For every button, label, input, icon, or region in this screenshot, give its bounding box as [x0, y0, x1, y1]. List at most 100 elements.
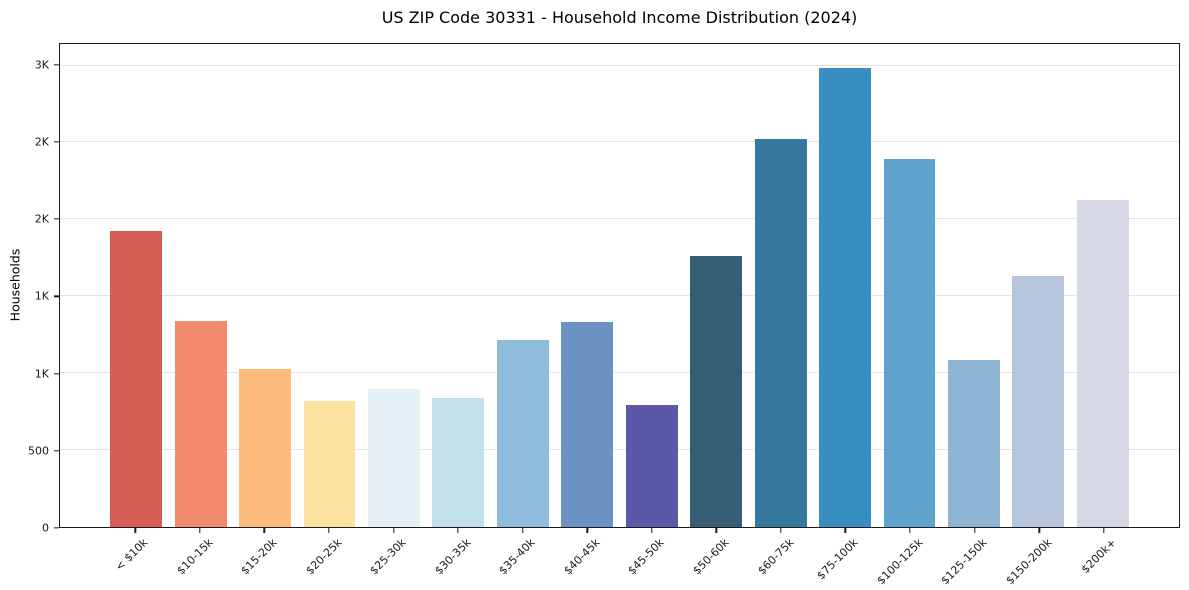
- bar-$150-200k: [1012, 276, 1065, 527]
- y-tick-label: 500: [28, 444, 49, 458]
- bar-slot: [104, 44, 168, 527]
- x-tick-label: $35-40k: [496, 536, 538, 578]
- x-tick-mark: [973, 528, 976, 533]
- bar-slot: [813, 44, 877, 527]
- bar-$60-75k: [754, 138, 807, 527]
- bar-slot: [168, 44, 232, 527]
- bar-slot: [1006, 44, 1070, 527]
- gridlines: [60, 44, 1179, 527]
- x-tick: $10-15k: [168, 528, 233, 590]
- y-tick-mark: [54, 450, 59, 452]
- y-tick-label: 3K: [34, 58, 49, 72]
- x-tick-mark: [715, 528, 718, 533]
- bar-slot: [877, 44, 941, 527]
- x-tick: $200k+: [1071, 528, 1136, 590]
- bar-slot: [555, 44, 619, 527]
- y-tick-mark: [54, 63, 59, 66]
- plot-area: [59, 43, 1180, 528]
- bar-$200k+: [1076, 200, 1129, 527]
- x-axis-ticks: < $10k $10-15k $15-20k $20-25k $25-30k $30-35…: [59, 528, 1180, 590]
- x-tick: $15-20k: [232, 528, 297, 590]
- y-tick-mark: [54, 295, 59, 297]
- x-tick-label: $200k+: [1078, 536, 1119, 577]
- x-tick: $30-35k: [426, 528, 491, 590]
- x-tick: < $10k: [103, 528, 168, 590]
- x-tick-mark: [909, 528, 911, 533]
- bar-$125-150k: [947, 360, 1000, 527]
- x-tick-label: $20-25k: [302, 536, 345, 578]
- gridline: [60, 449, 1179, 451]
- x-tick: $150-200k: [1003, 528, 1072, 590]
- x-tick: $35-40k: [490, 528, 555, 590]
- bar-< $10k: [110, 230, 163, 527]
- x-tick-mark: [651, 528, 653, 533]
- x-tick-label: $125-150k: [938, 536, 990, 588]
- y-tick-label: 1K: [34, 289, 49, 303]
- x-tick-mark: [1038, 528, 1040, 533]
- bar-slot: [1071, 44, 1135, 527]
- bar-$30-35k: [432, 397, 485, 527]
- y-tick-label: 0: [42, 521, 49, 535]
- bar-slot: [748, 44, 812, 527]
- x-tick-mark: [1103, 528, 1105, 533]
- bar-$50-60k: [690, 256, 743, 527]
- x-tick-label: $60-75k: [754, 536, 797, 578]
- x-tick-mark: [328, 528, 330, 533]
- x-tick-mark: [844, 528, 847, 533]
- y-tick-mark: [54, 218, 59, 220]
- x-tick: $75-100k: [813, 528, 878, 590]
- bar-$20-25k: [303, 400, 356, 527]
- x-tick: $100-125k: [874, 528, 943, 590]
- bar-slot: [491, 44, 555, 527]
- x-tick-label: $75-100k: [814, 536, 861, 583]
- x-tick-label: $15-20k: [238, 536, 280, 578]
- bar-$40-45k: [561, 322, 614, 527]
- y-tick-label: 1K: [34, 367, 49, 381]
- gridline: [60, 295, 1179, 297]
- x-tick-label: $50-60k: [690, 536, 732, 578]
- x-tick-label: $100-125k: [874, 536, 926, 588]
- gridline: [60, 141, 1179, 143]
- bar-slot: [362, 44, 426, 527]
- x-tick-mark: [521, 528, 524, 533]
- x-tick-mark: [392, 528, 395, 533]
- x-tick: $20-25k: [297, 528, 362, 590]
- x-tick-label: $45-50k: [625, 536, 667, 578]
- x-tick: $45-50k: [620, 528, 685, 590]
- gridline: [60, 218, 1179, 220]
- x-tick-mark: [134, 528, 136, 533]
- x-tick: $60-75k: [749, 528, 814, 590]
- chart-title: US ZIP Code 30331 - Household Income Dis…: [381, 8, 858, 27]
- bar-$45-50k: [625, 405, 678, 527]
- y-tick-mark: [54, 372, 59, 375]
- x-tick: $40-45k: [555, 528, 620, 590]
- bar-slot: [233, 44, 297, 527]
- bar-slot: [620, 44, 684, 527]
- x-tick-label: $150-200k: [1003, 536, 1055, 588]
- gridline: [60, 64, 1179, 66]
- x-tick-label: $10-15k: [173, 536, 216, 578]
- bar-$75-100k: [819, 67, 871, 527]
- x-tick-label: $30-35k: [432, 536, 474, 578]
- bar-series: [60, 44, 1179, 527]
- x-tick-mark: [457, 528, 459, 533]
- x-tick-mark: [780, 528, 782, 533]
- bar-$35-40k: [496, 340, 549, 527]
- bar-slot: [426, 44, 490, 527]
- bar-$10-15k: [174, 320, 227, 527]
- y-tick-label: 2K: [34, 212, 49, 226]
- bar-slot: [942, 44, 1006, 527]
- y-tick-mark: [54, 141, 59, 143]
- x-tick-mark: [199, 528, 201, 533]
- x-tick: $125-150k: [938, 528, 1007, 590]
- x-tick: $50-60k: [684, 528, 749, 590]
- x-tick-mark: [586, 528, 588, 533]
- bar-$15-20k: [239, 368, 292, 527]
- x-tick-mark: [263, 528, 266, 533]
- bar-$25-30k: [368, 388, 420, 527]
- y-tick-mark: [54, 527, 59, 529]
- bar-$100-125k: [883, 159, 936, 527]
- bar-slot: [684, 44, 748, 527]
- y-axis-ticks: 0 500 1K 1K 2K 2K 3K: [0, 43, 59, 535]
